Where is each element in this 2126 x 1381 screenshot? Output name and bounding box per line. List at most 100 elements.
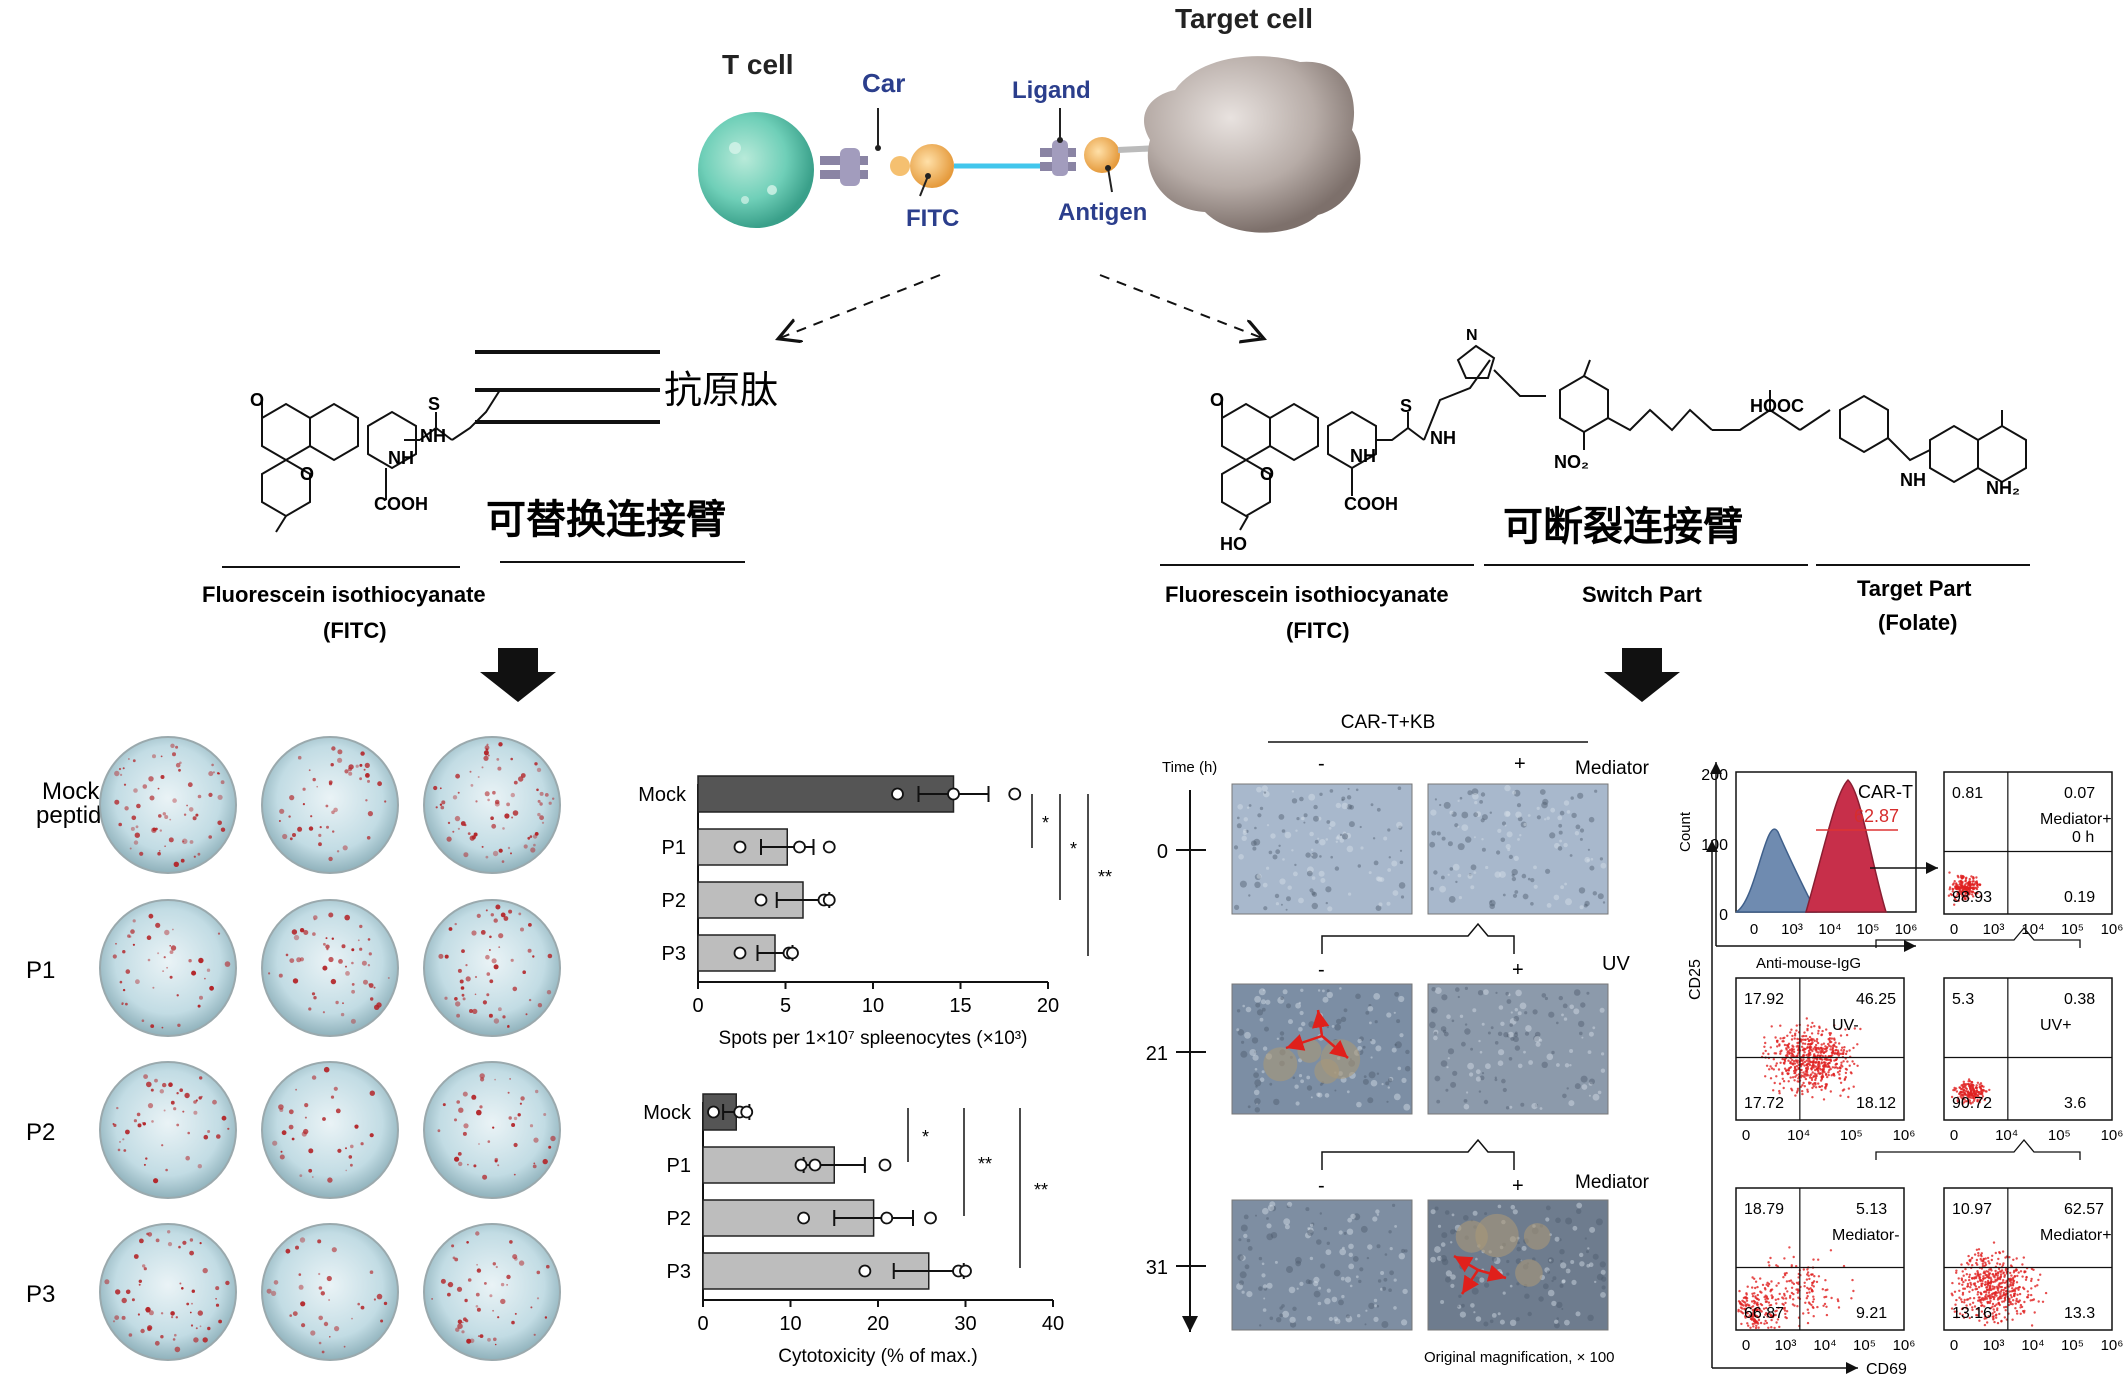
target-part-label: Target Part	[1857, 576, 1972, 601]
cd69-label: CD69	[1866, 1361, 1907, 1378]
plot-condition-label: UV+	[2040, 1017, 2072, 1034]
switch-part-label: Switch Part	[1582, 582, 1702, 607]
svg-text:O: O	[250, 390, 264, 410]
flow-cytometry-panel: CAR-T 62.87 200 100 0 Count 0 10³ 10⁴ 10⁵ 10⁶ Anti-…	[1677, 762, 2123, 1378]
x-tick-label: 10³	[1983, 1337, 2005, 1354]
x-tick-label: 10⁵	[1840, 1127, 1863, 1144]
elispot-well	[261, 899, 399, 1037]
quadrant-value: 66.87	[1744, 1305, 1784, 1322]
x-tick-label: 15	[949, 995, 971, 1017]
x-tick-label: 10	[862, 995, 884, 1017]
plot-condition-label: Mediator+	[2040, 1227, 2112, 1244]
category-label: P3	[662, 943, 686, 965]
condition-brace	[1321, 1138, 1515, 1170]
quadrant-value: 10.97	[1952, 1201, 1992, 1218]
data-point	[947, 787, 960, 801]
target-part-sub: (Folate)	[1878, 610, 1957, 635]
svg-text:COOH: COOH	[374, 494, 428, 514]
plus-label: +	[1512, 959, 1524, 981]
target-cell-body	[1144, 56, 1361, 233]
svg-text:S: S	[428, 394, 440, 414]
plot-condition-label: Mediator-	[1832, 1227, 1900, 1244]
data-point	[733, 946, 747, 960]
elispot-row-label: Mock	[42, 778, 100, 805]
data-point	[754, 893, 768, 907]
quadrant-value: 3.6	[2064, 1095, 2086, 1112]
x-tick-label: 10⁶	[2101, 1127, 2124, 1144]
t-cell-label: T cell	[722, 49, 794, 80]
antigen-molecule	[1084, 137, 1120, 173]
mediator-label: Mediator	[1575, 1172, 1650, 1193]
data-point	[891, 787, 904, 801]
elispot-spots-chart: 0 5 10 15 20 Spots per 1×10⁷ spleenocytes (×1…	[638, 775, 1112, 1049]
x-tick-label: 10³	[1983, 921, 2005, 938]
x-tick-label: 10⁶	[2101, 1337, 2124, 1354]
elispot-well	[261, 736, 399, 874]
svg-text:NH: NH	[1900, 470, 1926, 490]
plot-condition-label: UV-	[1832, 1017, 1859, 1034]
elispot-well	[261, 1061, 399, 1199]
x-tick-label: 0	[697, 1313, 708, 1335]
svg-text:HOOC: HOOC	[1750, 396, 1804, 416]
time-tick-label: 21	[1146, 1043, 1168, 1065]
data-point	[822, 893, 836, 907]
elispot-well	[99, 899, 237, 1037]
x-tick-label: 20	[867, 1313, 889, 1335]
left-fitc-name: Fluorescein isothiocyanate	[202, 582, 486, 607]
data-point	[733, 840, 747, 854]
red-arrow	[1321, 1035, 1349, 1059]
data-point	[794, 1158, 808, 1172]
antigen-label: Antigen	[1058, 199, 1147, 226]
histogram-label: CAR-T	[1858, 782, 1913, 802]
x-tick-label: 10⁵	[2061, 1337, 2084, 1354]
quadrant-value: 0.81	[1952, 785, 1983, 802]
target-cell-label: Target cell	[1175, 3, 1313, 34]
x-tick-label: 10⁴	[1818, 921, 1841, 938]
quadrant-value: 90.72	[1952, 1095, 1992, 1112]
category-label: Mock	[638, 784, 687, 806]
significance-mark: **	[1034, 1180, 1048, 1200]
bar	[702, 1252, 930, 1290]
svg-text:NO₂: NO₂	[1554, 452, 1589, 472]
x-tick-label: 0	[692, 995, 703, 1017]
significance-mark: **	[978, 1154, 992, 1174]
elispot-well	[261, 1223, 399, 1361]
histogram-x-label: Anti-mouse-IgG	[1756, 955, 1861, 972]
x-tick-label: 10⁴	[1787, 1127, 1810, 1144]
svg-text:O: O	[1260, 464, 1274, 484]
x-tick-label: 10⁵	[1853, 1337, 1876, 1354]
microscopy-title: CAR-T+KB	[1341, 712, 1436, 733]
x-tick-label: 0	[1950, 1337, 1958, 1354]
category-label: P2	[667, 1208, 691, 1230]
minus-label: -	[1318, 753, 1325, 775]
significance-mark: *	[1070, 839, 1077, 859]
right-fitc-switch-folate-structure	[1221, 344, 2027, 531]
elispot-well	[99, 736, 237, 874]
elispot-well	[423, 1061, 561, 1199]
quadrant-value: 62.57	[2064, 1201, 2104, 1218]
left-fitc-abbr: (FITC)	[323, 618, 387, 643]
peptide-label: 抗原肽	[664, 368, 778, 412]
x-axis-label: Cytotoxicity (% of max.)	[778, 1346, 978, 1367]
data-point	[878, 1158, 892, 1172]
red-arrow	[1460, 1269, 1480, 1295]
right-linker-label: 可断裂连接臂	[1503, 504, 1743, 550]
plus-label: +	[1514, 753, 1526, 775]
quadrant-value: 98.93	[1952, 889, 1992, 906]
minus-label: -	[1318, 1175, 1325, 1197]
plot-condition-label: Mediator+	[2040, 811, 2112, 828]
significance-mark: *	[1042, 813, 1049, 833]
x-tick-label: 10⁶	[1895, 921, 1918, 938]
cytotoxicity-chart: 0 10 20 30 40 Cytotoxicity (% of max.) Mock P1 P…	[643, 1093, 1064, 1367]
fitc-molecule	[910, 144, 954, 188]
x-tick-label: 20	[1037, 995, 1059, 1017]
data-point	[808, 1158, 822, 1172]
histogram-value: 62.87	[1854, 806, 1899, 826]
magnification-note: Original magnification, × 100	[1424, 1349, 1615, 1366]
histogram-positive	[1805, 778, 1888, 913]
minus-label: -	[1318, 959, 1325, 981]
x-tick-label: 0	[1750, 921, 1758, 938]
x-tick-label: 10⁴	[1995, 1127, 2018, 1144]
x-tick-label: 10³	[1775, 1337, 1797, 1354]
